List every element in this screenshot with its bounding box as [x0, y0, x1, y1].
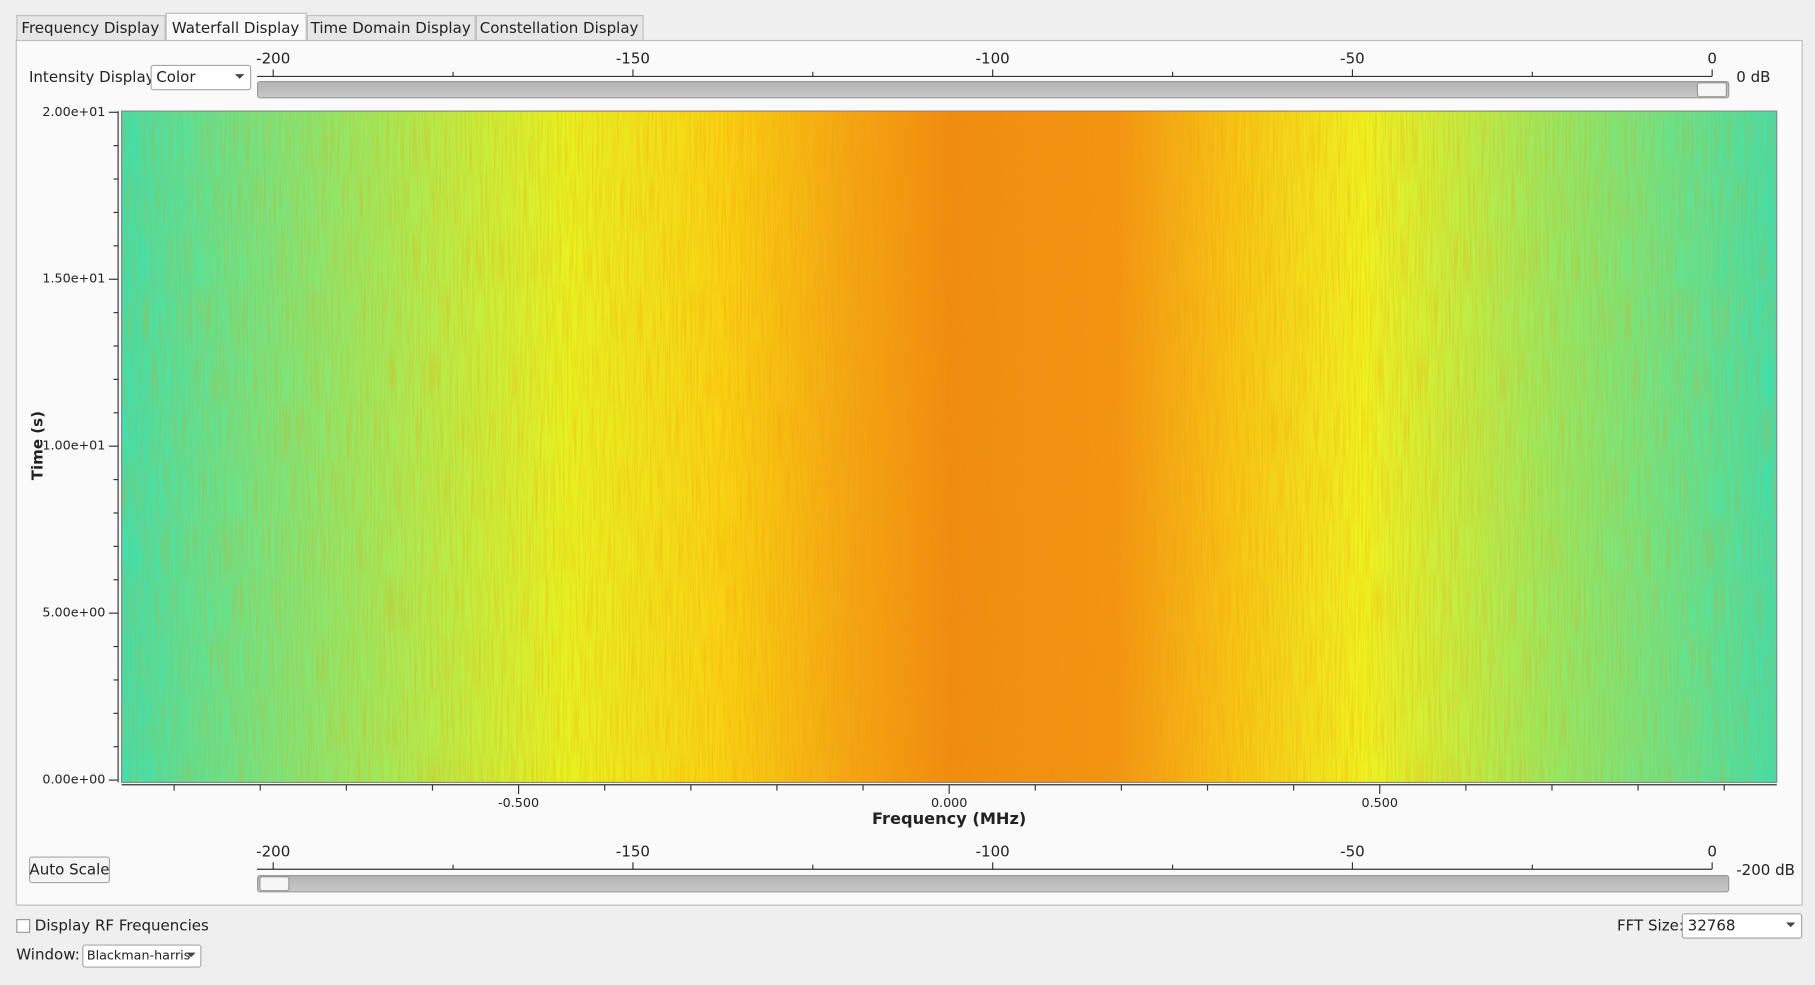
plot-axes: 0.00e+00 5.00e+00 1.00e+01 1.50e+01 2.00e+01… — [42, 105, 1777, 811]
slider-tick-label: -100 — [976, 50, 1010, 68]
window-label: Window: — [16, 945, 80, 963]
slider-tick-label: -50 — [1340, 50, 1365, 68]
auto-scale-text: Auto Scale — [29, 860, 109, 878]
rf-checkbox[interactable] — [16, 919, 31, 933]
slider-tick-label: -150 — [616, 842, 650, 860]
fft-combo[interactable] — [1681, 913, 1803, 939]
combo-arrow — [235, 74, 245, 79]
fft-value: 32768 — [1688, 916, 1736, 934]
slider-handle[interactable] — [259, 876, 290, 892]
top-slider-value: 0 dB — [1736, 68, 1770, 86]
y-tick-label: 5.00e+00 — [42, 606, 105, 621]
x-tick-label: 0.000 — [931, 796, 967, 811]
slider-tick-label: -50 — [1340, 842, 1365, 860]
intensity-value: Color — [156, 68, 196, 86]
slider-tick-label: 0 — [1707, 50, 1717, 68]
waterfall-noise — [121, 111, 1777, 783]
bottom-slider-value: -200 dB — [1736, 861, 1795, 879]
slider-tick-label: -200 — [256, 50, 290, 68]
rf-checkbox-label: Display RF Frequencies — [35, 916, 209, 934]
intensity-combo[interactable] — [150, 64, 252, 91]
tab[interactable] — [475, 15, 644, 42]
tab-label: Constellation Display — [480, 19, 639, 37]
tab-bar: Frequency Display Waterfall Display Time D… — [16, 12, 644, 42]
x-tick-label: 0.500 — [1362, 796, 1398, 811]
slider-tick-label: 0 — [1707, 842, 1717, 860]
slider-track[interactable] — [257, 81, 1730, 99]
tab-label: Waterfall Display — [172, 19, 300, 37]
window-combo[interactable] — [82, 944, 202, 968]
slider-tick-label: -150 — [616, 50, 650, 68]
fft-label: FFT Size: — [1617, 916, 1684, 934]
y-tick-label: 0.00e+00 — [42, 773, 105, 788]
tab-label: Time Domain Display — [310, 19, 471, 37]
intensity-label: Intensity Display: — [29, 68, 159, 86]
y-tick-label: 2.00e+01 — [42, 105, 105, 120]
auto-scale-button[interactable] — [28, 856, 111, 884]
y-tick-label: 1.50e+01 — [42, 272, 105, 287]
tab[interactable] — [165, 12, 307, 42]
slider-tick-label: -100 — [976, 842, 1010, 860]
plot-frame — [121, 110, 1778, 784]
window-value: Blackman-harris — [87, 949, 191, 964]
slider-handle[interactable] — [1696, 82, 1727, 98]
x-axis-label: Frequency (MHz) — [872, 809, 1026, 828]
y-tick-label: 1.00e+01 — [42, 439, 105, 454]
x-tick-label: -0.500 — [498, 796, 539, 811]
combo-arrow — [1786, 922, 1796, 928]
waterfall-stripes — [121, 166, 1777, 721]
sliders: -200 -150 -100 -50 0 -200 -150 -100 -50 0 — [256, 50, 1730, 893]
slider-tick-label: -200 — [256, 842, 290, 860]
y-axis-label: Time (s) — [29, 411, 47, 480]
combo-arrow — [186, 952, 196, 958]
slider-track[interactable] — [257, 875, 1730, 893]
tab-label: Frequency Display — [21, 19, 159, 37]
tab[interactable] — [16, 15, 166, 42]
